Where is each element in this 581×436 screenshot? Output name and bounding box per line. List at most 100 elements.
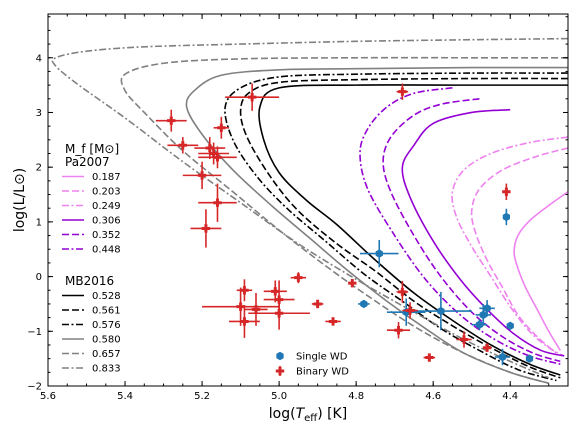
axis-ticks: 5.6 5.4 5.2 5.0 4.8 4.6 4.4 −2 −1 0 1 2 3 4 [27, 14, 569, 402]
model-tracks [51, 37, 568, 385]
series-legend: Single WD Binary WD [275, 351, 349, 378]
track-Pa2007-0.306 [401, 108, 565, 357]
marker [271, 287, 280, 296]
binary-wd-point [311, 299, 324, 309]
binary-wd-point [325, 317, 341, 326]
y-tick-label: −1 [27, 327, 42, 338]
binary-wd-point [202, 287, 280, 326]
marker [360, 299, 368, 309]
marker [294, 273, 303, 282]
marker [437, 306, 445, 316]
y-tick-label: 0 [36, 272, 42, 283]
single-wd-point [479, 300, 495, 317]
marker [178, 141, 188, 150]
single-wd-point [386, 298, 426, 326]
marker [328, 317, 338, 326]
legend-label: 0.561 [92, 306, 121, 317]
track-MB2016-0.580 [185, 66, 568, 385]
legend-label: 0.657 [92, 349, 121, 360]
track-MB2016-0.833 [51, 37, 568, 379]
legend-series-label: Binary WD [296, 367, 349, 378]
legend-label: 0.352 [92, 230, 121, 241]
legend-marker-single-wd [276, 351, 284, 361]
legend-label: 0.833 [92, 364, 121, 375]
legend-group-mb2016: MB2016 [65, 274, 114, 288]
binary-wd-point [225, 83, 280, 111]
legend-label: 0.187 [92, 172, 121, 183]
marker [251, 305, 261, 314]
track-Pa2007-0.187 [513, 191, 568, 351]
binary-wd-point [213, 116, 230, 139]
binary-wd-point [456, 331, 472, 348]
track-MB2016-0.528 [258, 84, 568, 376]
single-wd-point [471, 319, 488, 331]
binary-wd-point [482, 343, 492, 352]
binary-wd-point [198, 146, 237, 169]
marker [348, 278, 357, 288]
y-tick-label: 4 [36, 53, 42, 64]
marker [240, 286, 249, 295]
marker [502, 212, 511, 222]
marker [482, 343, 492, 352]
legend-label: 0.580 [92, 335, 121, 346]
track-Pa2007-0.352 [382, 98, 561, 363]
legend-series-label: Single WD [296, 352, 348, 363]
binary-wd-point [155, 109, 187, 132]
marker [459, 335, 469, 344]
binary-wd-point [244, 293, 268, 326]
x-tick-label: 4.6 [425, 391, 441, 402]
track-MB2016-0.576 [224, 72, 568, 382]
binary-wd-point [386, 321, 411, 339]
binary-wd-point [290, 272, 307, 284]
legend-label: 0.249 [92, 201, 121, 212]
binary-wd-point [229, 305, 260, 338]
binary-wd-point [194, 137, 226, 159]
single-wd-point [410, 291, 472, 331]
x-tick-label: 4.4 [502, 391, 518, 402]
track-Pa2007-0.203 [470, 147, 568, 354]
binary-wd-point [198, 183, 237, 222]
single-wd-point [502, 208, 511, 226]
track-MB2016-0.561 [239, 77, 568, 379]
marker [205, 143, 214, 153]
legend-marker-binary-wd [275, 366, 285, 376]
x-axis-label: log(Teff) [K] [269, 406, 347, 424]
single-wd-point [525, 354, 534, 363]
marker [213, 153, 222, 162]
marker [197, 171, 207, 180]
marker [313, 299, 322, 309]
plot-frame [47, 13, 569, 387]
marker [274, 309, 284, 318]
binary-wd-point [198, 142, 230, 165]
marker [167, 116, 176, 125]
marker [247, 92, 257, 102]
marker [425, 353, 434, 362]
binary-wd-point [348, 278, 357, 288]
legend-label: 0.528 [92, 291, 121, 302]
marker [498, 352, 507, 362]
marker [398, 87, 407, 96]
binary-wd-point [236, 279, 253, 302]
marker [525, 354, 534, 363]
marker [479, 310, 487, 320]
binary-wd-point [248, 296, 310, 330]
binary-wd-point [167, 137, 199, 154]
single-wd-point [494, 348, 511, 366]
binary-wd-point [502, 183, 511, 200]
marker [394, 326, 403, 335]
legend: M_f [M⊙]Pa2007 MB2016 0.187 0.203 0.249 0.306… [62, 142, 121, 375]
marker [209, 149, 218, 158]
x-tick-label: 4.8 [348, 391, 364, 402]
track-Pa2007-0.448 [359, 87, 561, 365]
marker [217, 123, 226, 132]
marker [502, 187, 511, 196]
y-axis-label: log(L/L⊙) [12, 168, 28, 232]
single-wd-point [358, 299, 370, 309]
binary-wd-point [396, 280, 409, 303]
legend-header: M_f [M⊙] [65, 142, 119, 156]
single-wd-point [360, 239, 399, 268]
data-points [155, 83, 534, 366]
marker [405, 306, 415, 315]
legend-label: 0.306 [92, 216, 121, 227]
